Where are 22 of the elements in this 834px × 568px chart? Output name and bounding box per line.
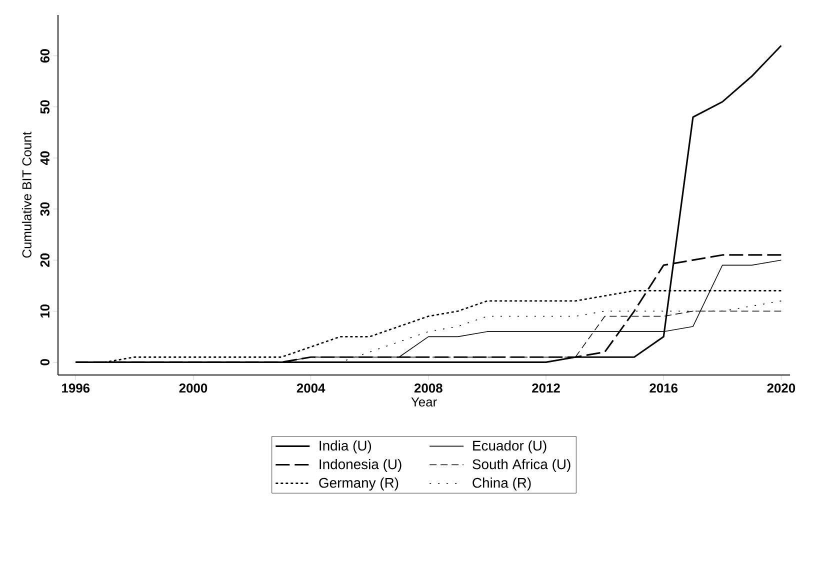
x-tick-label: 2008 (414, 384, 442, 393)
y-tick-label: 30 (40, 202, 50, 216)
x-tick-label: 2012 (532, 384, 560, 393)
y-tick-label: 60 (40, 49, 50, 63)
x-tick-label: 2000 (179, 384, 208, 393)
legend-label: Germany (R) (319, 478, 398, 491)
legend-label: China (R) (472, 478, 531, 491)
x-tick-label: 2016 (650, 384, 678, 393)
y-axis-title: Cumulative BIT Count (22, 132, 32, 258)
legend-label: Indonesia (U) (320, 458, 402, 472)
x-axis-title: Year (411, 398, 437, 407)
y-tick-label: 20 (40, 253, 50, 267)
x-tick-label: 1996 (62, 384, 90, 393)
legend-label: South Africa (U) (472, 458, 570, 472)
legend-label: India (U) (320, 440, 372, 454)
x-tick-label: 2004 (296, 384, 326, 393)
y-tick-label: 0 (40, 359, 50, 366)
legend-label: Ecuador (U) (473, 440, 546, 454)
y-tick-label: 40 (40, 151, 50, 165)
x-tick-label: 2020 (767, 384, 796, 393)
y-tick-label: 10 (40, 304, 50, 318)
y-tick-label: 50 (40, 100, 50, 114)
